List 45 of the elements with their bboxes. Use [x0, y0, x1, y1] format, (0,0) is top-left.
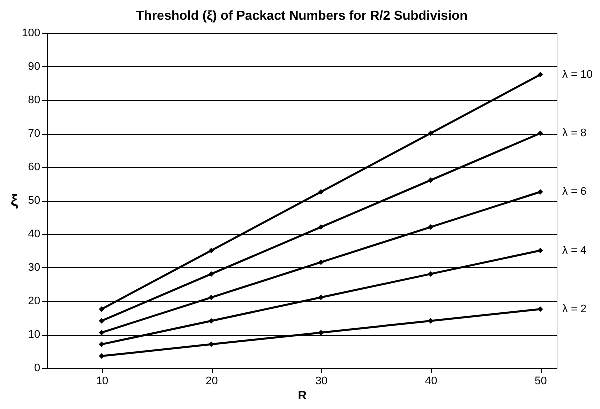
point — [99, 318, 105, 324]
x-tick-label: 50 — [534, 376, 548, 388]
series-label: λ = 8 — [562, 128, 587, 140]
y-tick-label: 0 — [34, 362, 40, 374]
y-tick-label: 40 — [28, 228, 40, 240]
x-tick-label: 40 — [425, 376, 438, 388]
point — [428, 130, 434, 136]
point — [208, 318, 214, 324]
y-tick-label: 10 — [28, 329, 40, 341]
point — [318, 260, 324, 266]
point — [318, 224, 324, 230]
x-axis-title: R — [298, 388, 308, 402]
y-tick-label: 60 — [28, 162, 40, 174]
y-tick-label: 100 — [22, 28, 40, 40]
point — [538, 72, 544, 78]
point — [99, 306, 105, 312]
x-tick-label: 10 — [96, 376, 108, 388]
series-label: λ = 2 — [562, 303, 587, 316]
point — [208, 271, 214, 277]
chart-title: Threshold (ξ) of Packact Numbers for R/2 Subdivision — [136, 8, 468, 23]
y-tick-label: 70 — [28, 128, 40, 140]
x-tick-label: 30 — [316, 376, 328, 388]
point — [208, 342, 214, 348]
y-tick-label: 80 — [28, 94, 40, 106]
y-tick-label: 20 — [28, 296, 40, 308]
point — [428, 318, 434, 324]
point — [318, 294, 324, 300]
point — [538, 306, 544, 312]
series-label: λ = 4 — [562, 244, 587, 257]
point — [428, 271, 434, 277]
point — [538, 189, 544, 195]
y-tick-label: 50 — [28, 195, 40, 207]
point — [428, 224, 434, 230]
y-tick-label: 90 — [28, 61, 40, 73]
y-tick-label: 30 — [28, 262, 40, 274]
point — [538, 130, 544, 136]
point — [208, 248, 214, 254]
point — [428, 178, 434, 184]
point — [318, 189, 324, 195]
series-label: λ = 6 — [562, 186, 587, 198]
y-axis-title: ξ — [11, 193, 20, 210]
point — [208, 294, 214, 300]
x-tick-label: 20 — [206, 376, 218, 388]
series-label: λ = 10 — [562, 68, 593, 81]
point — [538, 248, 544, 254]
